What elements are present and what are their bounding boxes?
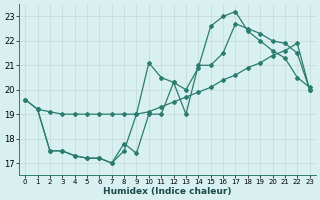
- X-axis label: Humidex (Indice chaleur): Humidex (Indice chaleur): [103, 187, 232, 196]
